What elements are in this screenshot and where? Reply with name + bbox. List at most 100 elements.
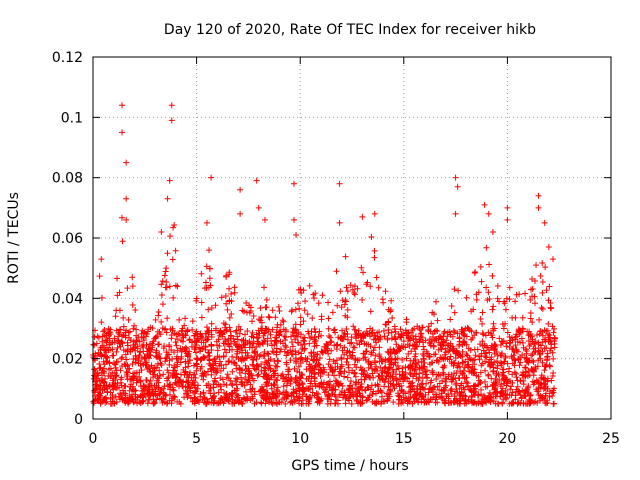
data-point xyxy=(441,362,448,369)
data-point xyxy=(113,348,120,355)
data-point xyxy=(132,352,139,359)
data-point xyxy=(134,394,141,401)
data-point xyxy=(253,356,260,363)
data-point xyxy=(163,400,170,407)
data-point xyxy=(254,338,261,345)
data-point xyxy=(124,362,131,369)
data-point xyxy=(473,372,480,379)
data-point xyxy=(333,268,340,275)
data-point xyxy=(238,374,245,381)
data-point xyxy=(500,325,507,332)
data-point xyxy=(113,385,120,392)
data-point xyxy=(249,361,256,368)
data-point xyxy=(272,314,279,321)
data-point xyxy=(362,348,369,355)
data-point xyxy=(517,377,524,384)
data-point xyxy=(219,376,226,383)
data-point xyxy=(304,311,311,318)
data-point xyxy=(398,400,405,407)
data-point xyxy=(482,367,489,374)
data-point xyxy=(297,331,304,338)
data-point xyxy=(546,283,553,290)
data-point xyxy=(282,327,289,334)
data-point xyxy=(316,381,323,388)
data-point xyxy=(111,400,118,407)
data-point xyxy=(344,374,351,381)
data-point xyxy=(138,330,145,337)
data-point xyxy=(192,332,199,339)
data-point xyxy=(162,355,169,362)
data-point xyxy=(246,371,253,378)
data-point xyxy=(406,343,413,350)
data-point xyxy=(140,337,147,344)
data-point xyxy=(222,361,229,368)
data-point xyxy=(438,346,445,353)
data-point xyxy=(456,391,463,398)
data-point xyxy=(200,389,207,396)
data-point xyxy=(518,394,525,401)
data-point xyxy=(374,388,381,395)
data-point xyxy=(528,286,535,293)
data-point xyxy=(297,375,304,382)
data-point xyxy=(407,357,414,364)
data-point xyxy=(202,279,209,286)
data-point xyxy=(389,315,396,322)
data-point xyxy=(158,361,165,368)
data-point xyxy=(450,347,457,354)
data-point xyxy=(288,339,295,346)
data-point xyxy=(306,282,313,289)
data-point xyxy=(470,383,477,390)
data-point xyxy=(529,357,536,364)
data-point xyxy=(203,219,210,226)
data-point xyxy=(216,343,223,350)
data-point xyxy=(317,373,324,380)
data-point xyxy=(182,332,189,339)
data-point xyxy=(376,344,383,351)
data-point xyxy=(210,384,217,391)
data-point xyxy=(510,345,517,352)
data-point xyxy=(307,335,314,342)
data-point xyxy=(143,377,150,384)
data-point xyxy=(196,344,203,351)
data-point xyxy=(545,297,552,304)
data-point xyxy=(394,390,401,397)
data-point xyxy=(170,367,177,374)
data-point xyxy=(522,290,529,297)
data-point xyxy=(231,360,238,367)
data-point xyxy=(269,348,276,355)
data-point xyxy=(491,347,498,354)
data-point xyxy=(251,353,258,360)
data-point xyxy=(303,375,310,382)
data-point xyxy=(452,375,459,382)
data-point xyxy=(275,303,282,310)
data-point xyxy=(266,314,273,321)
data-point xyxy=(325,325,332,332)
data-point xyxy=(126,394,133,401)
data-point xyxy=(341,344,348,351)
data-point xyxy=(384,335,391,342)
data-point xyxy=(129,361,136,368)
data-point xyxy=(334,341,341,348)
data-point xyxy=(189,379,196,386)
data-point xyxy=(316,355,323,362)
data-point xyxy=(130,345,137,352)
data-point xyxy=(440,386,447,393)
data-point xyxy=(296,387,303,394)
data-point xyxy=(477,369,484,376)
data-point xyxy=(381,333,388,340)
data-point xyxy=(163,329,170,336)
data-point xyxy=(98,256,105,263)
data-point xyxy=(305,385,312,392)
data-point xyxy=(400,338,407,345)
data-point xyxy=(171,222,178,229)
data-point xyxy=(503,380,510,387)
data-point xyxy=(351,361,358,368)
data-point xyxy=(127,396,134,403)
data-point xyxy=(156,395,163,402)
data-point xyxy=(469,365,476,372)
data-point xyxy=(260,332,267,339)
data-point xyxy=(525,383,532,390)
data-point xyxy=(497,383,504,390)
data-point xyxy=(343,284,350,291)
data-point xyxy=(119,354,126,361)
